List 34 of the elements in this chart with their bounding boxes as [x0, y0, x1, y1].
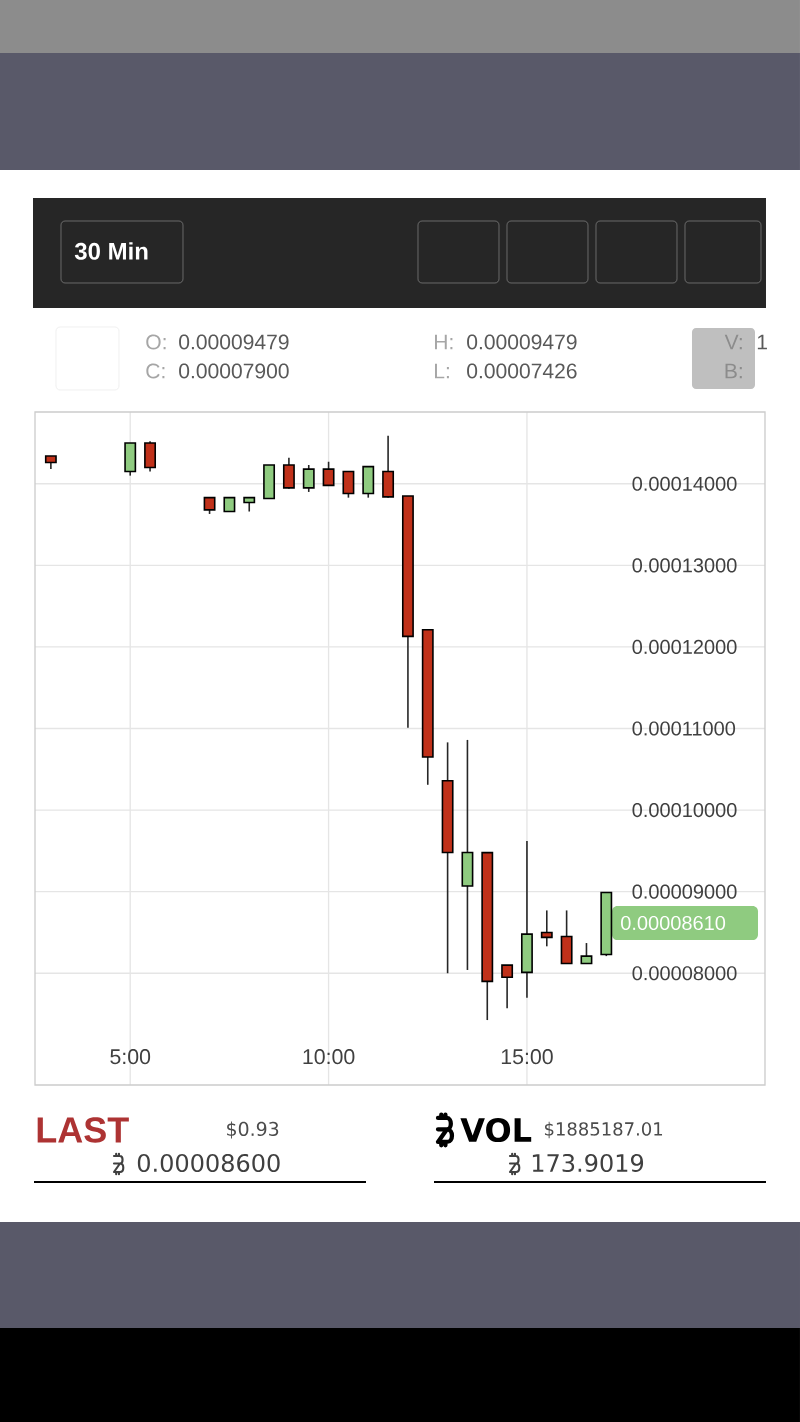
x-tick-label: 10:00: [303, 1049, 355, 1065]
candlestick: [282, 456, 295, 490]
candlestick: [580, 942, 593, 965]
text: 0.00009479: [467, 334, 577, 350]
text: 0.00009479: [179, 334, 289, 350]
text: 30 Min: [74, 242, 148, 260]
candlestick: [302, 464, 315, 493]
text: VOL: [460, 1117, 532, 1143]
text: 0.00008600: [137, 1153, 280, 1173]
text: 1: [757, 334, 767, 350]
y-tick-label: 0.00012000: [632, 639, 737, 655]
candlestick: [540, 909, 553, 948]
y-tick-label: 0.00008000: [632, 966, 737, 981]
x-tick-label: 15:00: [501, 1049, 553, 1065]
y-tick-label: 0.00010000: [632, 803, 737, 818]
candlestick: [501, 964, 514, 1010]
text: 0.00007900: [179, 363, 289, 379]
candlestick: [322, 460, 335, 487]
y-tick-label: 0.00013000: [632, 558, 737, 573]
text: 173.9019: [532, 1153, 644, 1173]
text: 0.00007426: [467, 363, 577, 379]
text: $1885187.01: [544, 1121, 663, 1139]
text: $0.93: [227, 1121, 279, 1139]
text: H:: [435, 334, 453, 350]
y-tick-label: 0.00011000: [632, 721, 736, 736]
candlestick: [342, 470, 355, 499]
text: C:: [146, 363, 165, 379]
text: L:: [435, 363, 449, 379]
annotation: 0.00008610: [621, 915, 726, 931]
text: LAST: [37, 1117, 129, 1143]
y-tick-label: 0.00009000: [632, 884, 737, 899]
text: O:: [146, 334, 166, 350]
x-tick-label: 5:00: [110, 1049, 151, 1065]
y-tick-label: 0.00014000: [632, 476, 737, 491]
